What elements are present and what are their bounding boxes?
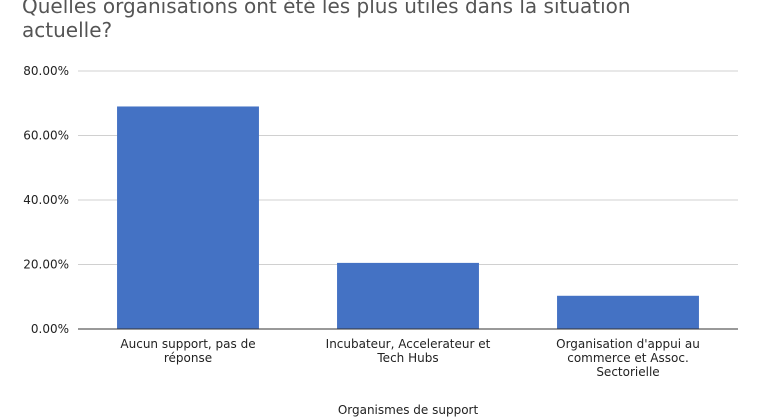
category-label: Incubateur, Accelerateur et Tech Hubs — [326, 337, 491, 365]
chart-title: Quelles organisations ont été les plus u… — [22, 0, 631, 42]
x-axis-label: Organismes de support — [338, 403, 479, 417]
y-tick-label: 80.00% — [23, 64, 69, 78]
y-tick-label: 60.00% — [23, 129, 69, 143]
bar — [117, 106, 259, 329]
bar — [557, 295, 699, 329]
category-labels: Aucun support, pas de réponse Incubateur, … — [120, 337, 699, 379]
bars — [117, 106, 699, 329]
category-label: Aucun support, pas de réponse — [120, 337, 255, 365]
y-tick-label: 20.00% — [23, 258, 69, 272]
y-tick-label: 40.00% — [23, 193, 69, 207]
category-label: Organisation d'appui au commerce et Assoc… — [556, 337, 700, 379]
y-tick-label: 0.00% — [31, 322, 69, 336]
y-axis-ticks: 0.00% 20.00% 40.00% 60.00% 80.00% — [23, 64, 69, 336]
bar — [337, 262, 479, 329]
